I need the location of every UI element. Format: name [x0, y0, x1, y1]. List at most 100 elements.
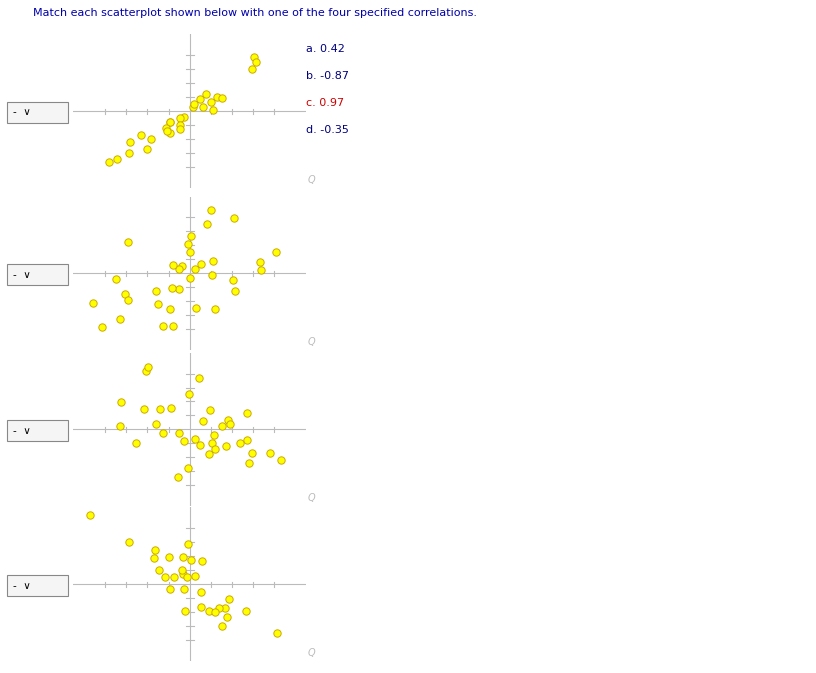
- Point: [164, 584, 177, 595]
- Point: [195, 258, 208, 269]
- Point: [173, 112, 186, 123]
- Point: [226, 275, 239, 286]
- Point: [253, 256, 266, 267]
- Point: [157, 428, 170, 439]
- Point: [194, 587, 207, 598]
- Text: -  ∨: - ∨: [13, 581, 31, 590]
- Point: [173, 119, 186, 130]
- Point: [96, 322, 109, 332]
- Point: [246, 448, 259, 459]
- Point: [240, 407, 253, 418]
- Point: [115, 396, 128, 407]
- Point: [177, 583, 190, 594]
- Text: Q: Q: [308, 647, 315, 658]
- Point: [215, 621, 228, 631]
- Point: [247, 51, 260, 62]
- Point: [137, 404, 150, 415]
- Point: [208, 606, 221, 617]
- Point: [163, 304, 176, 314]
- Point: [118, 289, 131, 300]
- Point: [167, 571, 180, 582]
- Point: [86, 297, 100, 308]
- Point: [245, 63, 258, 74]
- Text: Q: Q: [308, 175, 315, 185]
- Point: [215, 93, 228, 104]
- Point: [181, 463, 194, 474]
- Text: -  ∨: - ∨: [13, 270, 31, 279]
- Point: [177, 436, 190, 447]
- Text: b. -0.87: b. -0.87: [306, 71, 349, 81]
- Point: [150, 285, 163, 296]
- Point: [222, 594, 235, 604]
- Point: [180, 571, 193, 582]
- Point: [158, 571, 171, 582]
- Point: [188, 571, 202, 581]
- Text: Match each scatterplot shown below with one of the four specified correlations.: Match each scatterplot shown below with …: [33, 8, 477, 18]
- Point: [184, 555, 197, 566]
- Point: [135, 130, 148, 141]
- Point: [211, 92, 224, 103]
- Point: [239, 606, 252, 616]
- Point: [122, 236, 135, 247]
- Point: [163, 117, 176, 128]
- Text: -  ∨: - ∨: [13, 108, 31, 117]
- Point: [171, 472, 184, 483]
- Text: c. 0.97: c. 0.97: [306, 98, 344, 108]
- Point: [222, 415, 235, 425]
- Point: [209, 304, 222, 315]
- Point: [147, 553, 160, 563]
- Point: [122, 294, 135, 305]
- Point: [197, 415, 210, 426]
- Point: [166, 260, 180, 271]
- Point: [144, 134, 157, 145]
- Point: [224, 419, 237, 429]
- Point: [212, 603, 225, 614]
- Point: [193, 372, 206, 383]
- Point: [206, 269, 219, 280]
- Point: [157, 321, 170, 332]
- Point: [163, 127, 176, 138]
- Point: [176, 551, 189, 562]
- Point: [172, 264, 185, 275]
- Point: [166, 321, 180, 332]
- Point: [173, 427, 186, 438]
- Point: [163, 117, 176, 128]
- Point: [174, 124, 187, 135]
- Point: [181, 538, 194, 549]
- Point: [152, 299, 165, 310]
- Point: [206, 437, 219, 448]
- Point: [218, 602, 231, 613]
- Point: [270, 628, 283, 639]
- Point: [162, 552, 175, 563]
- Point: [228, 213, 241, 223]
- Point: [199, 89, 212, 100]
- Text: Q: Q: [308, 493, 315, 503]
- Point: [206, 104, 220, 115]
- Point: [202, 448, 215, 459]
- Point: [176, 260, 189, 271]
- Point: [139, 365, 152, 376]
- Point: [264, 448, 277, 459]
- Point: [204, 404, 217, 415]
- Point: [113, 314, 126, 324]
- Point: [164, 403, 177, 414]
- Point: [274, 455, 287, 466]
- Point: [188, 98, 201, 109]
- Point: [189, 302, 202, 313]
- Text: d. -0.35: d. -0.35: [306, 125, 349, 135]
- Point: [215, 421, 228, 432]
- Point: [182, 388, 195, 399]
- Point: [240, 435, 253, 446]
- Point: [188, 264, 202, 275]
- Point: [195, 555, 208, 566]
- Point: [177, 112, 190, 122]
- Point: [160, 125, 173, 136]
- Text: -  ∨: - ∨: [13, 426, 31, 435]
- Point: [184, 246, 197, 257]
- Point: [184, 230, 197, 241]
- Point: [109, 274, 122, 285]
- Point: [114, 421, 127, 431]
- Point: [176, 569, 189, 579]
- Point: [197, 102, 210, 113]
- Point: [123, 147, 136, 158]
